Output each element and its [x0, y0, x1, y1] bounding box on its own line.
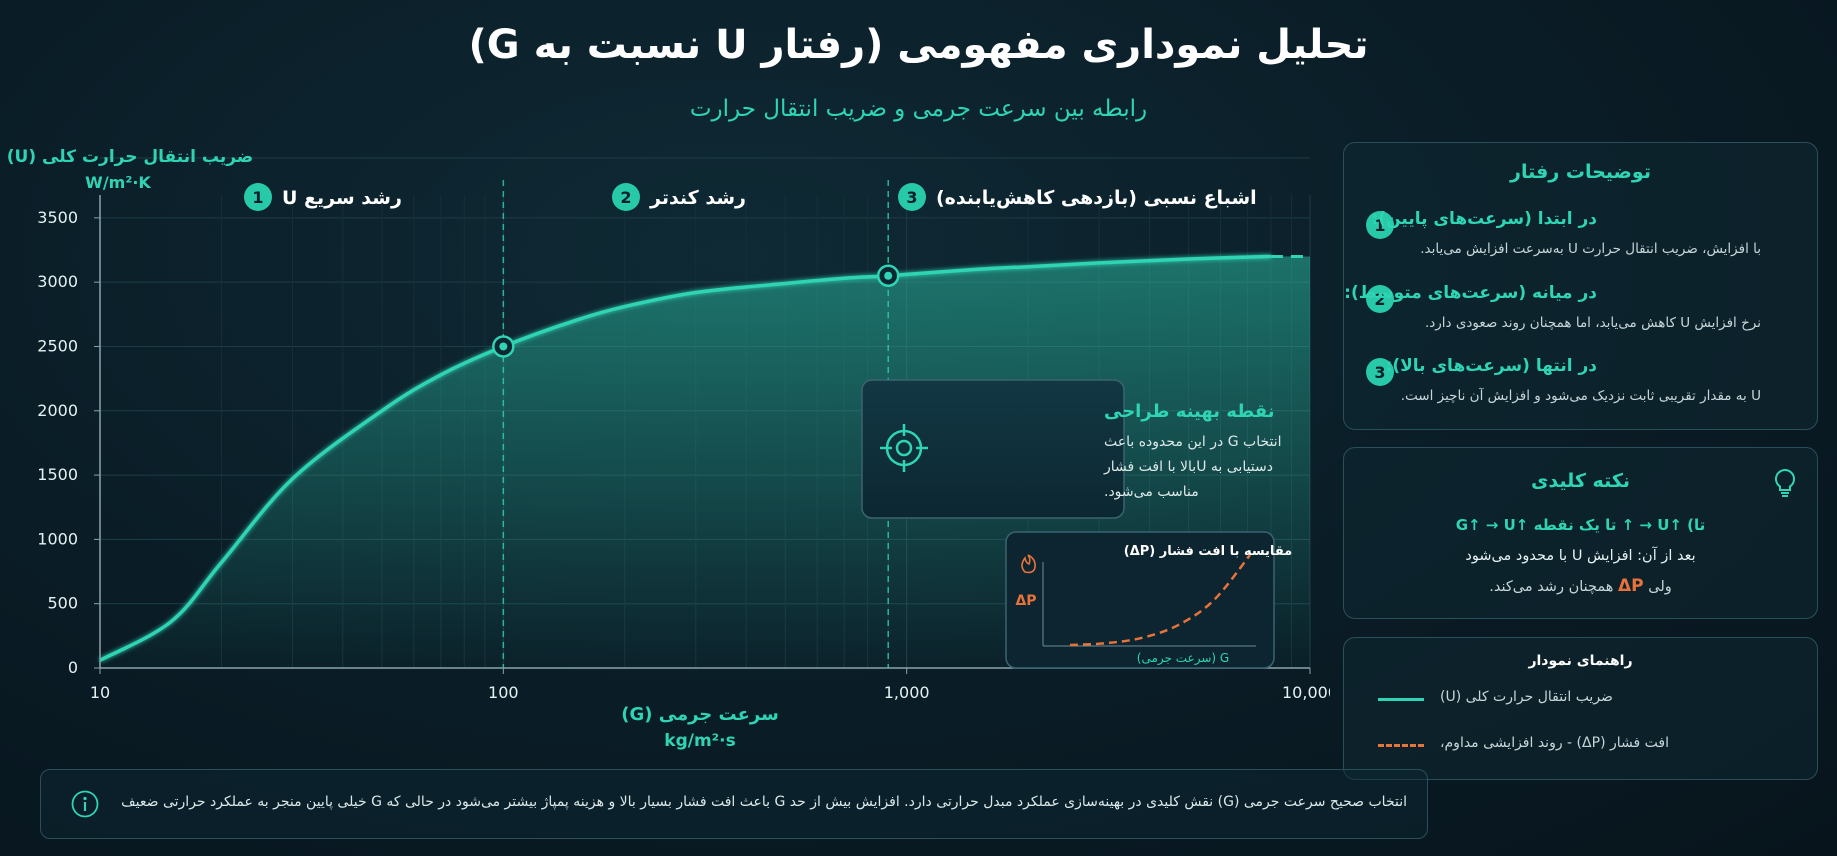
footer-info-bar: انتخاب صحیح سرعت جرمی (G) نقش کلیدی در ب… — [40, 769, 1428, 839]
keynote-formula: G↑ → U↑ تا یک نقطه ↑ → U↑ (تا — [1455, 516, 1706, 534]
y-tick-label: 500 — [47, 594, 78, 613]
behavior-2-heading: در میانه (سرعت‌های متوسط): — [1344, 283, 1597, 303]
y-tick-label: 1500 — [37, 465, 78, 484]
curve-marker-dot — [884, 271, 893, 280]
callout-line-1: انتخاب G در این محدوده باعث — [1104, 434, 1282, 450]
target-icon — [880, 424, 928, 472]
pressure-drop-inset: مقایسه با افت فشار (ΔP) ΔP G (سرعت جرمی) — [1005, 531, 1292, 669]
y-axis-title: ضریب انتقال حرارت کلی (U) — [7, 147, 254, 167]
x-tick-label: 10,000 — [1282, 683, 1330, 702]
callout-line-2: دستیابی به Uبالا با افت فشار — [1103, 459, 1273, 475]
x-tick-label: 1,000 — [884, 683, 930, 702]
optimal-design-callout: نقطه بهینه طراحی انتخاب G در این محدوده … — [861, 379, 1282, 519]
y-tick-label: 3500 — [37, 208, 78, 227]
info-icon — [71, 790, 99, 818]
behavior-1-heading: در ابتدا (سرعت‌های پایین): — [1371, 209, 1597, 229]
flame-icon — [1021, 554, 1036, 574]
x-axis-unit: kg/m²·s — [664, 731, 735, 751]
y-tick-label: 3000 — [37, 272, 78, 291]
y-tick-label: 2500 — [37, 336, 78, 355]
keynote-title: نکته کلیدی — [1530, 470, 1631, 492]
keynote-line-3: ولی ΔP همچنان رشد می‌کند. — [1344, 576, 1817, 596]
legend-u-label: ضریب انتقال حرارت کلی (U) — [1440, 689, 1613, 705]
region-3-header: 3 اشباع نسبی (بازدهی کاهش‌یابنده) — [898, 183, 1257, 211]
behavior-1-badge: 1 — [1366, 211, 1394, 239]
page-subtitle: رابطه بین سرعت جرمی و ضریب انتقال حرارت — [689, 96, 1148, 122]
keynote-line-3-suffix: همچنان رشد می‌کند. — [1489, 579, 1614, 595]
region-1-label: رشد سریع U — [282, 187, 402, 209]
curve-marker-dot — [499, 342, 508, 351]
behavior-3-desc: U به مقدار تقریبی ثابت نزدیک می‌شود و اف… — [1400, 388, 1761, 404]
y-axis-unit: W/m²·K — [85, 173, 151, 192]
region-1-header: 1 رشد سریع U — [244, 183, 402, 211]
region-2-header: 2 رشد کندتر — [612, 183, 746, 211]
keynote-line-3-prefix: ولی — [1648, 579, 1672, 595]
legend-dp-label: افت فشار (ΔP) - روند افزایشی مداوم، — [1440, 735, 1669, 751]
region-2-label: رشد کندتر — [649, 187, 746, 209]
keynote-delta-p: ΔP — [1618, 576, 1644, 596]
behavior-2-badge: 2 — [1366, 285, 1394, 313]
callout-line-3: مناسب می‌شود. — [1104, 484, 1199, 500]
legend-u-swatch — [1378, 698, 1424, 701]
page-title: تحلیل نموداری مفهومی (رفتار U نسبت به G) — [468, 22, 1369, 68]
y-tick-label: 0 — [68, 658, 78, 677]
y-tick-label: 1000 — [37, 529, 78, 548]
footer-text: انتخاب صحیح سرعت جرمی (G) نقش کلیدی در ب… — [121, 794, 1407, 810]
lightbulb-icon — [1773, 468, 1797, 498]
legend-title: راهنمای نمودار — [1528, 653, 1633, 669]
y-tick-label: 2000 — [37, 401, 78, 420]
inset-pressure-curve — [1069, 554, 1251, 647]
inset-x-label: G (سرعت جرمی) — [1137, 651, 1229, 666]
keynote-panel: نکته کلیدی G↑ → U↑ تا یک نقطه ↑ → U↑ (تا… — [1343, 447, 1818, 619]
legend-dp-swatch — [1378, 744, 1424, 747]
behavior-3-heading: در انتها (سرعت‌های بالا): — [1385, 356, 1597, 376]
region-2-number: 2 — [620, 188, 631, 207]
u-vs-g-chart: 0 500 1000 1500 2000 2500 3000 3500 10 100 1,000 1… — [7, 147, 1330, 751]
keynote-line-2: بعد از آن: افزایش U با محدود می‌شود — [1465, 548, 1696, 564]
callout-title: نقطه بهینه طراحی — [1104, 401, 1274, 422]
behavior-2-desc: نرخ افزایش U کاهش می‌یابد، اما همچنان رو… — [1424, 315, 1761, 331]
legend-panel: راهنمای نمودار ضریب انتقال حرارت کلی (U)… — [1343, 637, 1818, 780]
region-3-label: اشباع نسبی (بازدهی کاهش‌یابنده) — [936, 187, 1257, 209]
region-1-number: 1 — [252, 188, 263, 207]
x-axis-title: سرعت جرمی (G) — [621, 704, 779, 725]
inset-title: مقایسه با افت فشار (ΔP) — [1124, 544, 1292, 559]
inset-y-label: ΔP — [1015, 593, 1036, 609]
region-3-number: 3 — [906, 188, 917, 207]
behavior-title: توضیحات رفتار — [1510, 161, 1651, 183]
x-tick-label: 100 — [488, 683, 519, 702]
behavior-3-badge: 3 — [1366, 358, 1394, 386]
behavior-1-desc: با افزایش، ضریب انتقال حرارت U به‌سرعت ا… — [1420, 241, 1761, 257]
x-tick-label: 10 — [90, 683, 110, 702]
u-series-line — [99, 254, 1271, 662]
behavior-panel: توضیحات رفتار 1 در ابتدا (سرعت‌های پایین… — [1343, 142, 1818, 430]
